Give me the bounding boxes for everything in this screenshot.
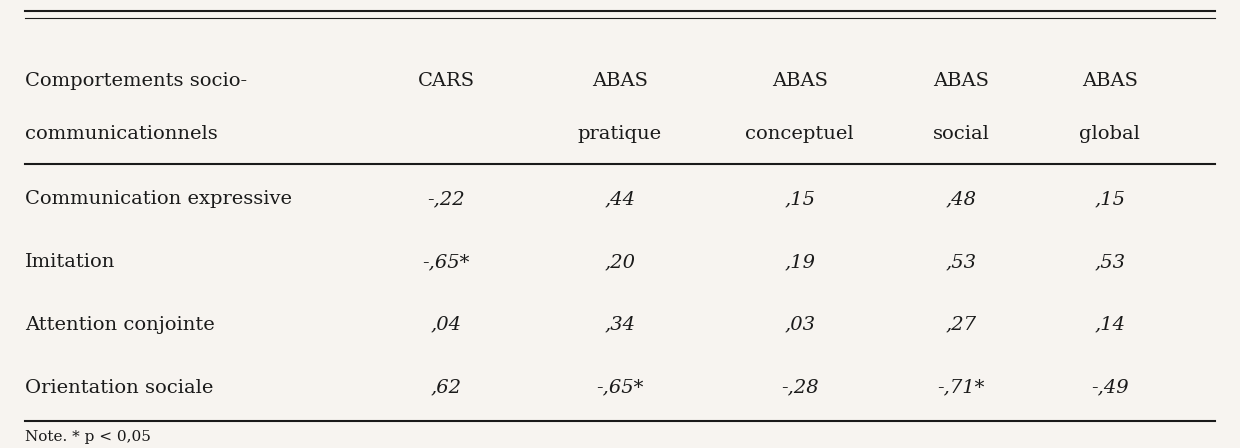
Text: ,14: ,14	[1094, 316, 1126, 334]
Text: -,28: -,28	[781, 379, 818, 396]
Text: ,53: ,53	[1094, 253, 1126, 271]
Text: ABAS: ABAS	[771, 72, 828, 90]
Text: ,62: ,62	[432, 379, 461, 396]
Text: ,15: ,15	[785, 190, 816, 208]
Text: ,34: ,34	[605, 316, 635, 334]
Text: ,03: ,03	[785, 316, 816, 334]
Text: -,49: -,49	[1091, 379, 1128, 396]
Text: -,22: -,22	[428, 190, 465, 208]
Text: ,44: ,44	[605, 190, 635, 208]
Text: ABAS: ABAS	[932, 72, 990, 90]
Text: Comportements socio-: Comportements socio-	[25, 72, 247, 90]
Text: ,27: ,27	[945, 316, 977, 334]
Text: ABAS: ABAS	[1081, 72, 1138, 90]
Text: pratique: pratique	[578, 125, 662, 143]
Text: ,20: ,20	[605, 253, 635, 271]
Text: Note. * p < 0,05: Note. * p < 0,05	[25, 430, 151, 444]
Text: Imitation: Imitation	[25, 253, 115, 271]
Text: -,65*: -,65*	[423, 253, 470, 271]
Text: -,71*: -,71*	[937, 379, 985, 396]
Text: ,53: ,53	[945, 253, 977, 271]
Text: Orientation sociale: Orientation sociale	[25, 379, 213, 396]
Text: communicationnels: communicationnels	[25, 125, 217, 143]
Text: ABAS: ABAS	[591, 72, 649, 90]
Text: ,15: ,15	[1094, 190, 1126, 208]
Text: ,04: ,04	[432, 316, 461, 334]
Text: Communication expressive: Communication expressive	[25, 190, 291, 208]
Text: -,65*: -,65*	[596, 379, 644, 396]
Text: social: social	[932, 125, 990, 143]
Text: ,19: ,19	[785, 253, 816, 271]
Text: ,48: ,48	[945, 190, 977, 208]
Text: CARS: CARS	[418, 72, 475, 90]
Text: global: global	[1079, 125, 1141, 143]
Text: Attention conjointe: Attention conjointe	[25, 316, 215, 334]
Text: conceptuel: conceptuel	[745, 125, 854, 143]
